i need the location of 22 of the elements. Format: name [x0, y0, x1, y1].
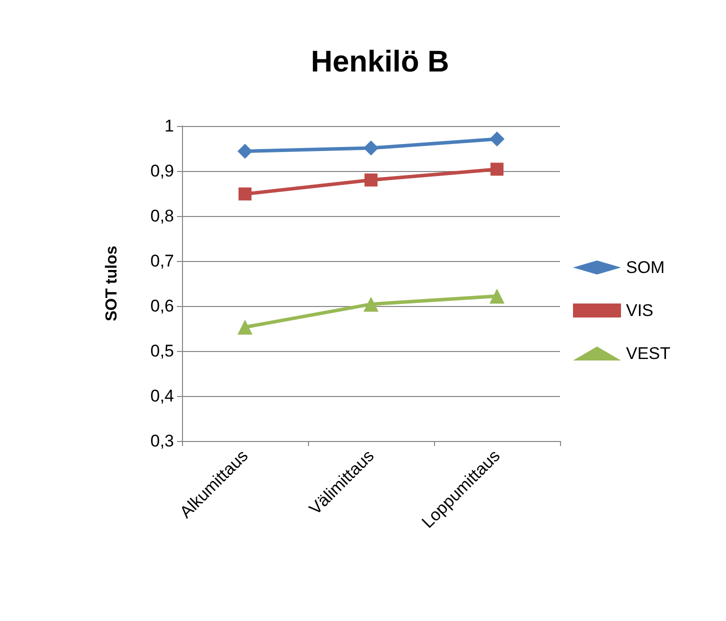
point — [238, 320, 252, 335]
point — [238, 144, 252, 159]
y-axis-title: SOT tulos — [104, 246, 120, 322]
point — [490, 132, 504, 147]
legend-label: SOM — [626, 258, 665, 277]
point — [364, 174, 378, 186]
y-tick-label: 0,8 — [150, 206, 174, 226]
point — [364, 296, 378, 312]
legend-label: VEST — [626, 344, 670, 363]
point — [238, 187, 252, 200]
y-tick-label: 0,4 — [150, 386, 174, 406]
point — [490, 162, 504, 176]
y-tick-label: 1 — [164, 116, 174, 136]
y-tick-label: 0,6 — [150, 296, 174, 316]
y-tick-label: 0,9 — [150, 162, 174, 180]
y-tick-label: 0,7 — [150, 252, 174, 270]
y-tick-label: 0,5 — [150, 342, 174, 360]
legend-label: VIS — [626, 301, 654, 320]
point — [490, 288, 504, 304]
chart-title: Henkilö B — [310, 46, 450, 78]
point — [364, 140, 378, 156]
y-tick-label: 0,3 — [150, 432, 174, 450]
